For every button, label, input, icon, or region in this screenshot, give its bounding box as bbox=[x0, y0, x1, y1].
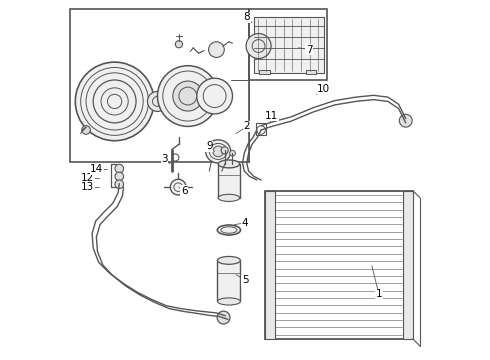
Circle shape bbox=[172, 154, 179, 161]
Circle shape bbox=[213, 146, 223, 157]
Text: 11: 11 bbox=[265, 111, 278, 121]
Bar bbox=[254, 18, 323, 73]
Ellipse shape bbox=[218, 298, 241, 305]
Bar bbox=[70, 9, 248, 162]
Bar bbox=[248, 9, 327, 80]
Circle shape bbox=[93, 80, 136, 123]
Circle shape bbox=[157, 66, 218, 126]
Circle shape bbox=[115, 172, 123, 181]
Circle shape bbox=[171, 179, 186, 195]
Text: 3: 3 bbox=[161, 154, 168, 163]
Circle shape bbox=[75, 62, 154, 141]
Text: 4: 4 bbox=[242, 218, 248, 228]
Circle shape bbox=[175, 41, 182, 48]
Text: 6: 6 bbox=[181, 186, 188, 196]
Text: 7: 7 bbox=[306, 45, 313, 55]
Bar bbox=[403, 191, 413, 339]
Circle shape bbox=[173, 81, 203, 111]
Circle shape bbox=[221, 147, 228, 154]
Circle shape bbox=[147, 91, 168, 111]
Circle shape bbox=[399, 114, 412, 127]
Ellipse shape bbox=[206, 140, 231, 163]
Ellipse shape bbox=[218, 256, 241, 264]
Circle shape bbox=[115, 180, 123, 189]
Bar bbox=[218, 260, 241, 301]
Text: 9: 9 bbox=[206, 141, 213, 151]
Ellipse shape bbox=[218, 194, 240, 202]
Circle shape bbox=[197, 78, 232, 114]
Bar bbox=[265, 191, 413, 339]
Text: 14: 14 bbox=[90, 164, 103, 174]
Text: 1: 1 bbox=[376, 289, 382, 299]
Circle shape bbox=[246, 33, 271, 59]
Ellipse shape bbox=[218, 160, 240, 168]
Circle shape bbox=[209, 42, 224, 58]
Circle shape bbox=[230, 150, 235, 156]
Bar bbox=[256, 123, 267, 135]
Circle shape bbox=[115, 164, 123, 173]
Bar bbox=[259, 70, 270, 74]
Circle shape bbox=[82, 126, 90, 134]
Text: 8: 8 bbox=[244, 13, 250, 22]
Text: 13: 13 bbox=[81, 182, 95, 192]
Ellipse shape bbox=[218, 225, 241, 235]
Text: 2: 2 bbox=[244, 121, 250, 131]
Circle shape bbox=[162, 95, 174, 108]
Circle shape bbox=[217, 311, 230, 324]
Text: 12: 12 bbox=[81, 173, 95, 183]
Text: 10: 10 bbox=[317, 84, 330, 94]
Text: 5: 5 bbox=[242, 275, 248, 285]
Bar bbox=[218, 164, 240, 198]
Bar bbox=[306, 70, 317, 74]
Bar bbox=[265, 191, 275, 339]
